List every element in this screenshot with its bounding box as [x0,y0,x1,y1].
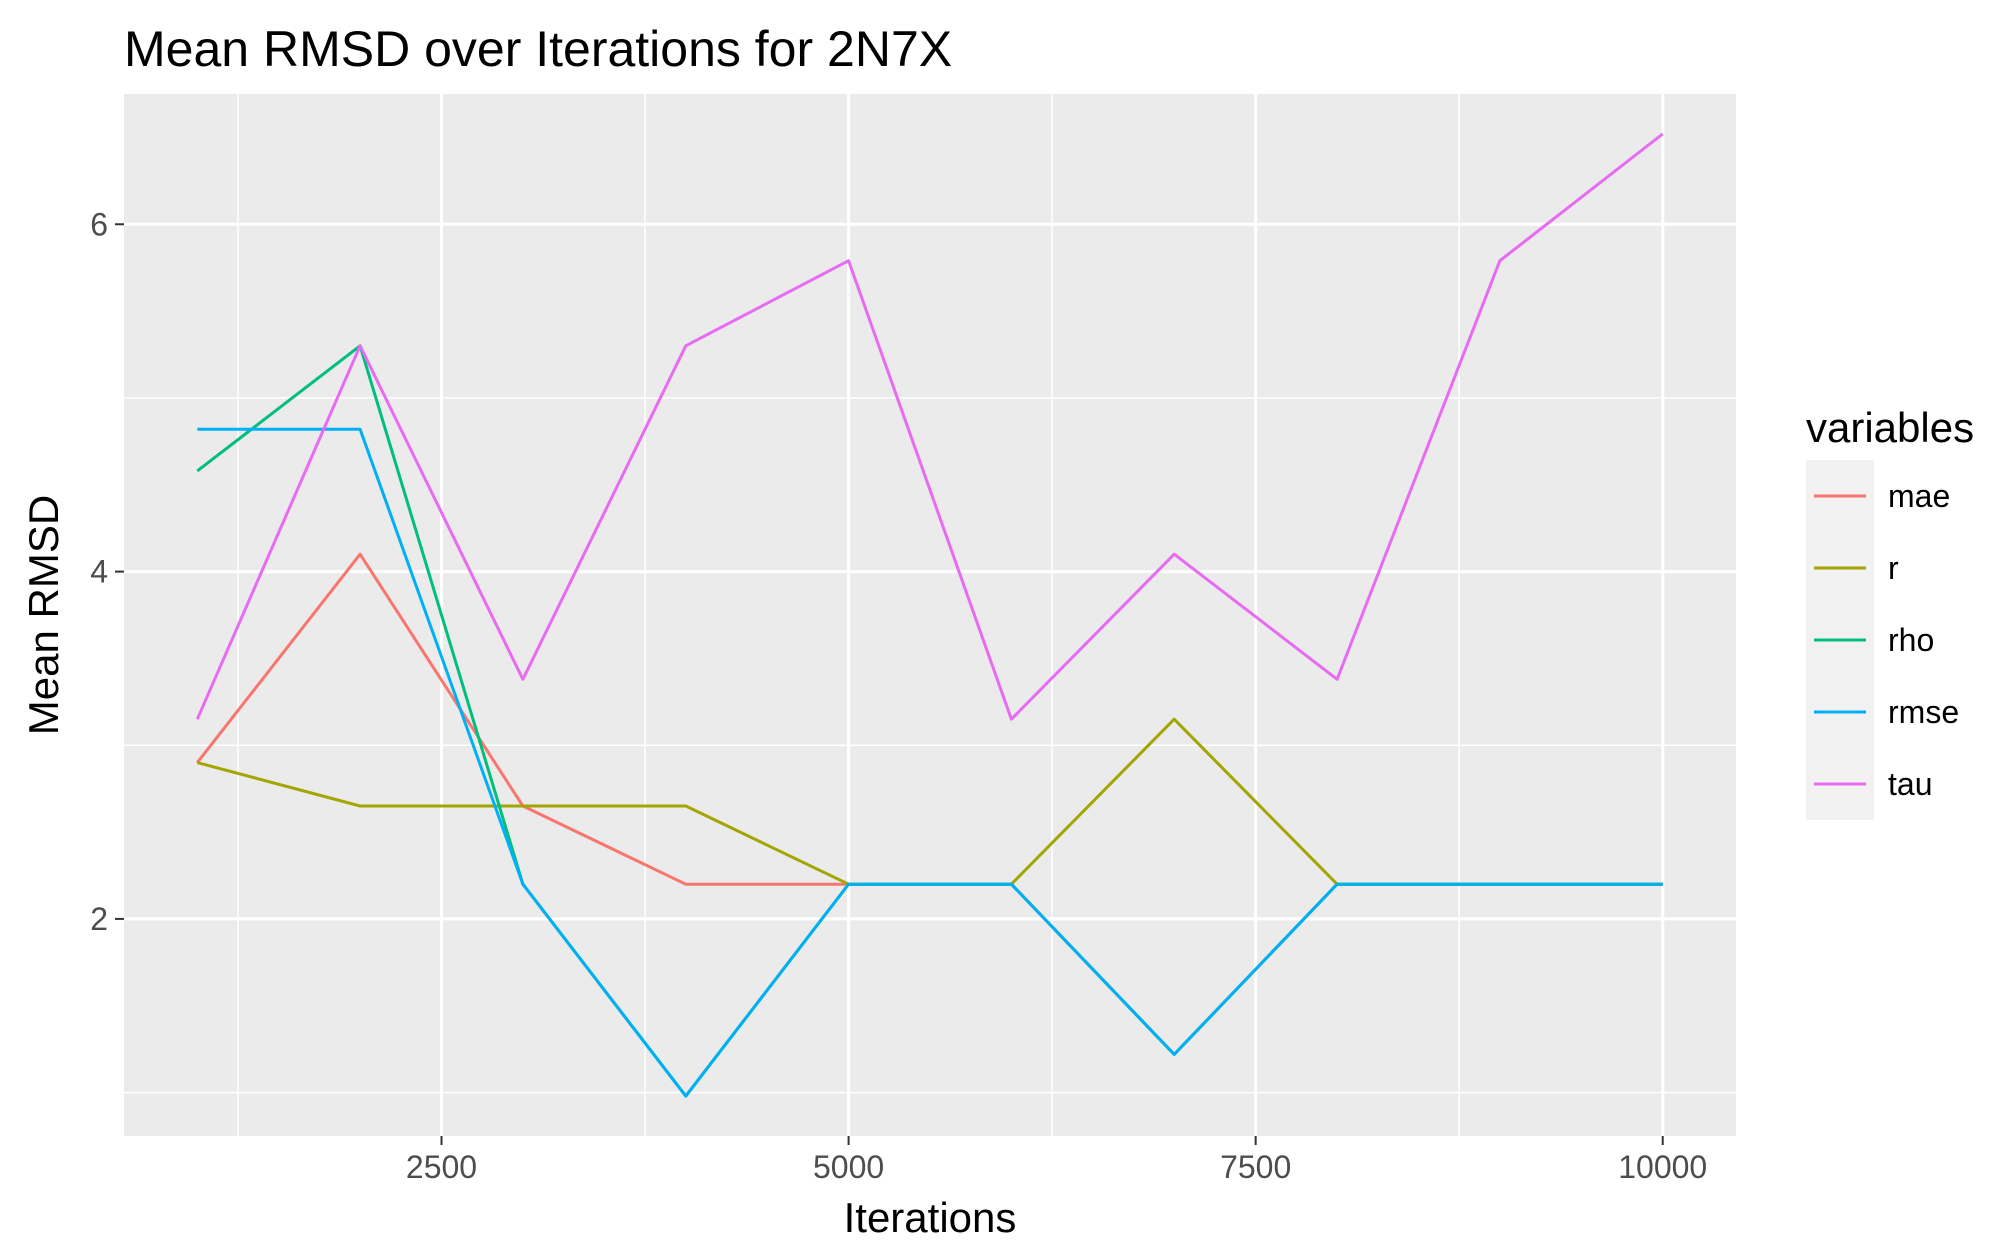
y-axis-title: Mean RMSD [20,495,67,735]
series-line-tau [195,132,1664,721]
y-tick-label: 2 [90,901,108,937]
legend-label-r: r [1888,550,1899,586]
legend: variables mae r rho rmse tau [1806,404,1974,820]
series-line-rmse [197,427,1663,1098]
legend-label-tau: tau [1888,766,1932,802]
x-tick-label: 5000 [813,1149,884,1185]
minor-gridlines [124,94,1736,1136]
y-tick-label: 4 [90,554,108,590]
chart-title: Mean RMSD over Iterations for 2N7X [124,21,952,77]
legend-title: variables [1806,404,1974,451]
x-axis: 2500 5000 7500 10000 [406,1136,1707,1185]
legend-label-rho: rho [1888,622,1934,658]
series-lines [195,132,1664,1098]
y-axis: 2 4 6 [90,206,124,937]
x-axis-title: Iterations [844,1194,1017,1241]
major-gridlines [124,94,1736,1136]
legend-label-mae: mae [1888,478,1950,514]
x-tick-label: 7500 [1220,1149,1291,1185]
y-tick-label: 6 [90,206,108,242]
x-tick-label: 10000 [1618,1149,1707,1185]
legend-label-rmse: rmse [1888,694,1959,730]
x-tick-label: 2500 [406,1149,477,1185]
plot-panel [124,94,1736,1136]
